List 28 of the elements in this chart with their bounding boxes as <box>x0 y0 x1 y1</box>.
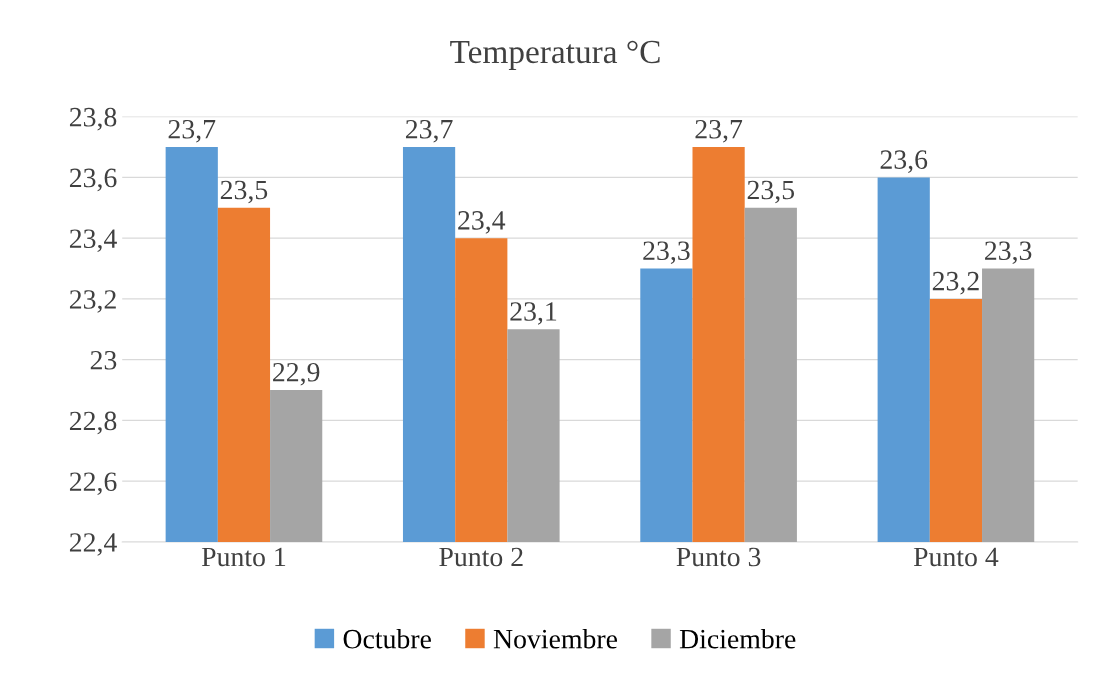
x-tick-label: Punto 3 <box>676 547 761 567</box>
data-label: 23,6 <box>880 150 928 173</box>
x-tick-label: Punto 1 <box>201 547 286 567</box>
y-tick-label: 22,6 <box>69 472 117 496</box>
y-tick-label: 22,4 <box>69 533 117 556</box>
data-label: 23,3 <box>985 241 1032 265</box>
x-tick-label: Punto 4 <box>913 547 999 567</box>
y-tick-label: 23,8 <box>69 107 117 131</box>
y-tick-label: 23,4 <box>69 229 117 253</box>
data-label: 23,7 <box>695 119 743 143</box>
y-tick-label: 22,8 <box>69 411 117 435</box>
data-label: 22,9 <box>273 362 320 386</box>
y-tick-label: 23,2 <box>69 290 116 313</box>
data-label: 23,2 <box>932 271 979 295</box>
data-label: 23,5 <box>220 180 268 204</box>
legend-label: Noviembre <box>493 628 618 649</box>
data-label: 23,4 <box>458 211 506 234</box>
data-label: 23,7 <box>168 119 216 143</box>
data-label: 23,5 <box>747 180 795 204</box>
x-tick-label: Punto 2 <box>439 547 523 567</box>
data-label: 23,7 <box>405 119 453 143</box>
data-label: 23,1 <box>510 302 557 325</box>
legend-label: Octubre <box>343 628 431 649</box>
y-tick-label: 23,6 <box>69 168 117 192</box>
legend-label: Diciembre <box>679 628 796 649</box>
data-label: 23,3 <box>643 241 690 265</box>
chart-title: Temperatura °C <box>450 40 660 70</box>
y-tick-label: 23 <box>90 350 117 370</box>
